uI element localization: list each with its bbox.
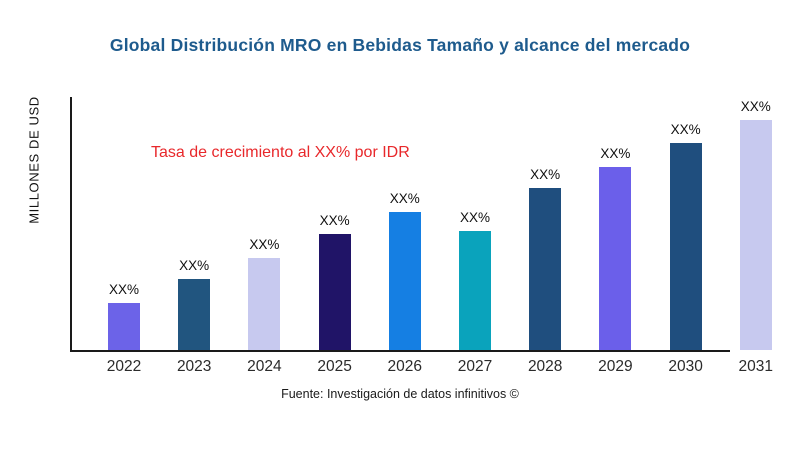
chart-title: Global Distribución MRO en Bebidas Tamañ…: [109, 35, 691, 55]
x-tick-label: 2028: [527, 358, 563, 375]
bar-value-label: XX%: [740, 99, 771, 114]
bar-2023: [178, 279, 211, 350]
x-tick-label: 2027: [457, 358, 493, 375]
bar-value-label: XX%: [389, 191, 420, 206]
bar-value-label: XX%: [530, 167, 561, 182]
bar-2027: [459, 231, 491, 350]
y-axis-line: [70, 97, 72, 351]
x-tick-label: 2029: [598, 358, 633, 375]
bar-2022: [108, 303, 140, 350]
bar-value-label: XX%: [459, 210, 490, 225]
bar-2031: [739, 120, 772, 350]
bar-value-label: XX%: [670, 122, 701, 137]
bar-value-label: XX%: [179, 258, 210, 273]
x-tick-label: 2023: [176, 358, 212, 375]
bar-2024: [248, 258, 281, 350]
bar-value-label: XX%: [600, 146, 631, 161]
x-tick-label: 2031: [738, 358, 774, 375]
bar-2028: [529, 188, 562, 350]
plot-area: XX% 2022 XX% 2023 XX% 2024 XX% 2025 XX% 2026 XX% 20…: [70, 97, 785, 375]
growth-rate-annotation: Tasa de crecimiento al XX% por IDR: [151, 144, 410, 161]
bar-value-label: XX%: [319, 213, 350, 228]
x-tick-label: 2025: [317, 358, 352, 375]
x-axis-line: [70, 350, 730, 352]
bar-2030: [669, 143, 702, 350]
bar-value-label: XX%: [249, 237, 280, 252]
bar-2025: [318, 234, 351, 350]
x-tick-label: 2026: [387, 358, 423, 375]
x-tick-label: 2030: [668, 358, 703, 375]
bar-value-label: XX%: [108, 282, 139, 297]
bar-2029: [599, 167, 632, 350]
y-axis-label: MILLONES DE USD: [26, 96, 42, 224]
bar-2026: [388, 212, 421, 350]
x-tick-label: 2024: [247, 358, 282, 375]
source-note: Fuente: Investigación de datos infinitiv…: [281, 387, 519, 401]
x-tick-label: 2022: [106, 358, 142, 375]
